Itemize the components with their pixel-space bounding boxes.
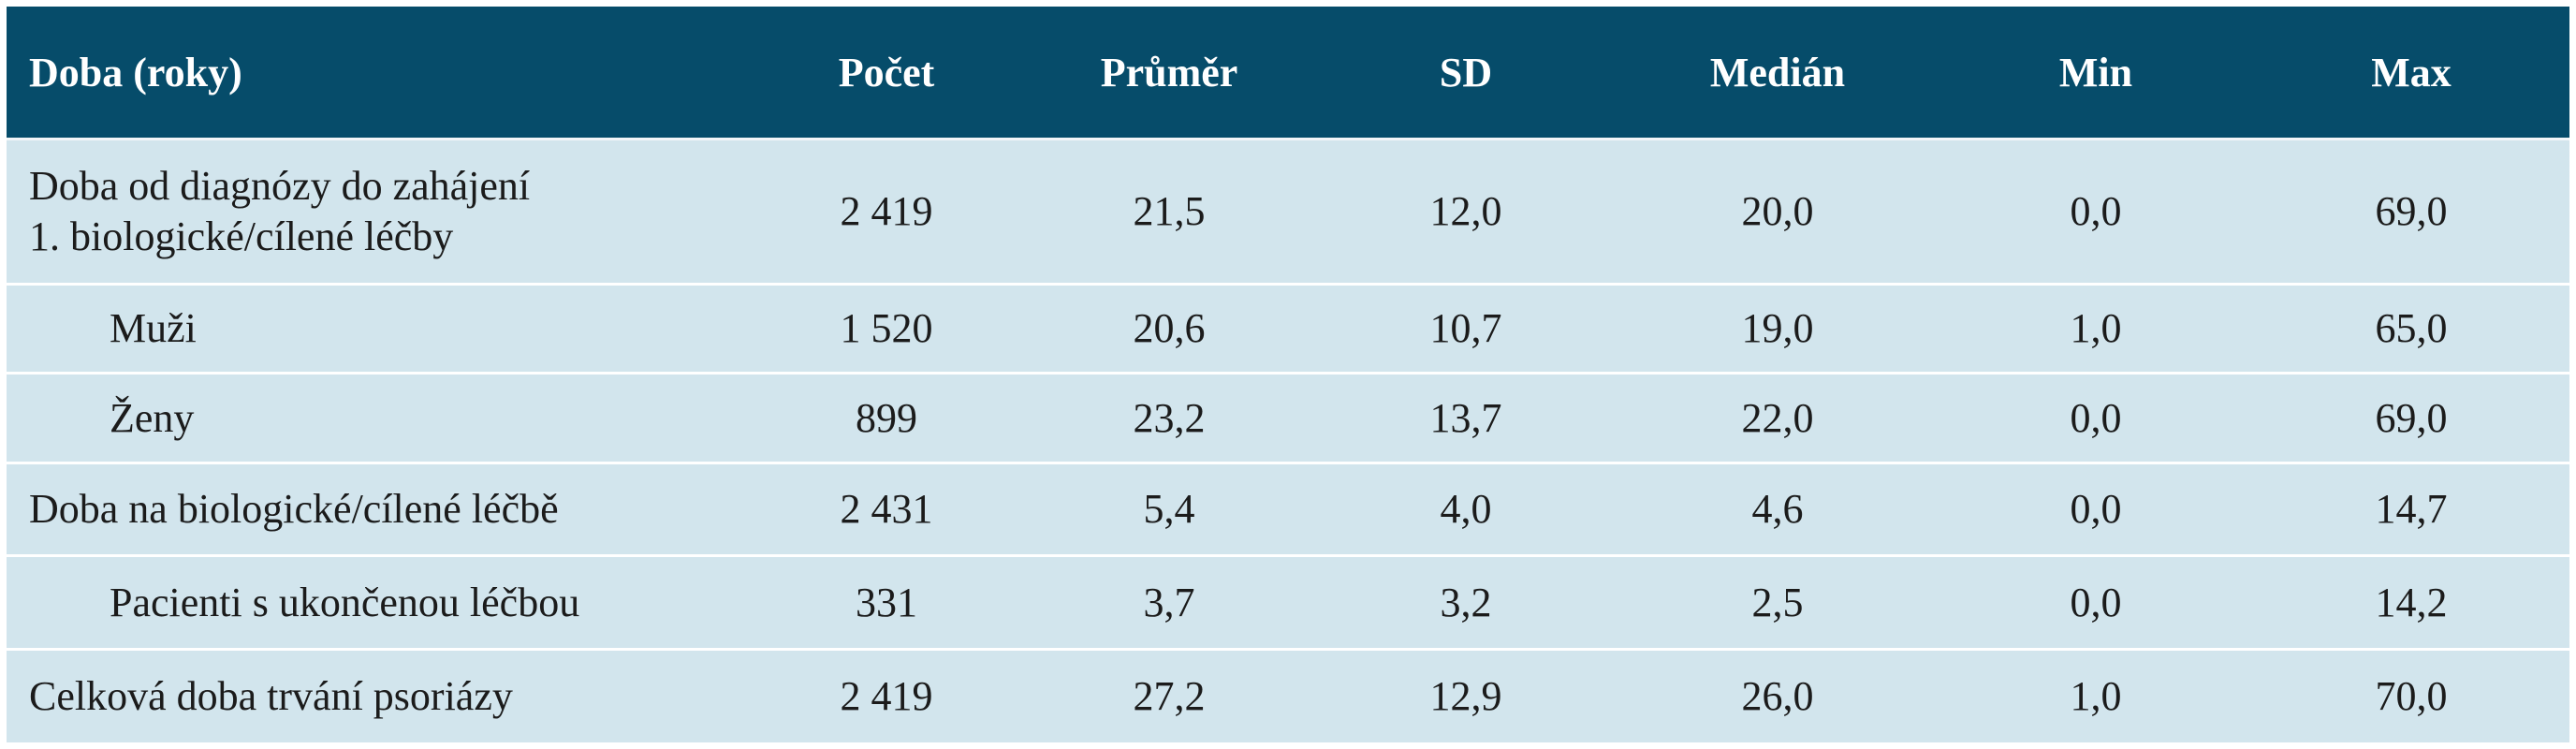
header-max: Max — [2253, 7, 2569, 140]
cell-median: 19,0 — [1617, 282, 1939, 374]
cell-pocet: 2 431 — [750, 461, 1023, 556]
table-body: Doba od diagnózy do zahájení 1. biologic… — [7, 138, 2569, 742]
cell-median: 20,0 — [1617, 138, 1939, 285]
statistics-table-container: Doba (roky) Počet Průměr SD Medián Min M… — [7, 7, 2569, 742]
table-row: Doba od diagnózy do zahájení 1. biologic… — [7, 138, 2569, 285]
cell-prumer: 20,6 — [1023, 282, 1315, 374]
cell-prumer: 21,5 — [1023, 138, 1315, 285]
cell-sd: 10,7 — [1315, 282, 1617, 374]
cell-prumer: 3,7 — [1023, 554, 1315, 650]
cell-min: 0,0 — [1939, 554, 2253, 650]
cell-max: 69,0 — [2253, 138, 2569, 285]
row-label: Pacienti s ukončenou léčbou — [7, 554, 750, 650]
cell-prumer: 27,2 — [1023, 647, 1315, 742]
table-row: Ženy 899 23,2 13,7 22,0 0,0 69,0 — [7, 372, 2569, 463]
header-pocet: Počet — [750, 7, 1023, 140]
row-label-line: 1. biologické/cílené léčby — [29, 213, 454, 259]
cell-min: 1,0 — [1939, 282, 2253, 374]
header-row: Doba (roky) Počet Průměr SD Medián Min M… — [7, 7, 2569, 140]
row-label-line: Doba od diagnózy do zahájení — [29, 163, 531, 210]
cell-sd: 4,0 — [1315, 461, 1617, 556]
row-label: Muži — [7, 282, 750, 374]
cell-pocet: 331 — [750, 554, 1023, 650]
cell-median: 4,6 — [1617, 461, 1939, 556]
cell-max: 69,0 — [2253, 372, 2569, 463]
cell-max: 14,7 — [2253, 461, 2569, 556]
row-label: Ženy — [7, 372, 750, 463]
statistics-table: Doba (roky) Počet Průměr SD Medián Min M… — [7, 7, 2569, 742]
header-sd: SD — [1315, 7, 1617, 140]
cell-pocet: 2 419 — [750, 647, 1023, 742]
cell-sd: 3,2 — [1315, 554, 1617, 650]
cell-median: 26,0 — [1617, 647, 1939, 742]
cell-min: 1,0 — [1939, 647, 2253, 742]
cell-min: 0,0 — [1939, 461, 2253, 556]
table-header: Doba (roky) Počet Průměr SD Medián Min M… — [7, 7, 2569, 140]
cell-sd: 13,7 — [1315, 372, 1617, 463]
cell-max: 14,2 — [2253, 554, 2569, 650]
header-prumer: Průměr — [1023, 7, 1315, 140]
table-row: Doba na biologické/cílené léčbě 2 431 5,… — [7, 461, 2569, 556]
cell-min: 0,0 — [1939, 372, 2253, 463]
cell-sd: 12,9 — [1315, 647, 1617, 742]
row-label: Doba od diagnózy do zahájení 1. biologic… — [7, 138, 750, 285]
cell-min: 0,0 — [1939, 138, 2253, 285]
cell-pocet: 899 — [750, 372, 1023, 463]
cell-prumer: 23,2 — [1023, 372, 1315, 463]
header-median: Medián — [1617, 7, 1939, 140]
cell-median: 2,5 — [1617, 554, 1939, 650]
cell-prumer: 5,4 — [1023, 461, 1315, 556]
cell-max: 65,0 — [2253, 282, 2569, 374]
header-min: Min — [1939, 7, 2253, 140]
cell-pocet: 1 520 — [750, 282, 1023, 374]
row-label: Doba na biologické/cílené léčbě — [7, 461, 750, 556]
row-label: Celková doba trvání psoriázy — [7, 647, 750, 742]
table-row: Muži 1 520 20,6 10,7 19,0 1,0 65,0 — [7, 282, 2569, 374]
cell-max: 70,0 — [2253, 647, 2569, 742]
table-row: Celková doba trvání psoriázy 2 419 27,2 … — [7, 647, 2569, 742]
cell-sd: 12,0 — [1315, 138, 1617, 285]
cell-pocet: 2 419 — [750, 138, 1023, 285]
table-row: Pacienti s ukončenou léčbou 331 3,7 3,2 … — [7, 554, 2569, 650]
cell-median: 22,0 — [1617, 372, 1939, 463]
header-doba: Doba (roky) — [7, 7, 750, 140]
